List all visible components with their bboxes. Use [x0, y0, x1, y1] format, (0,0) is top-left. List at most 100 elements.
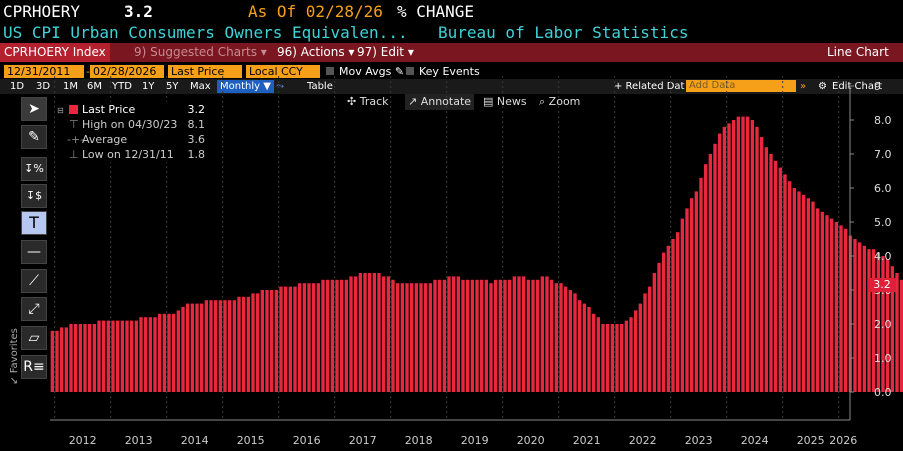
ray-line-icon[interactable]: ⤢	[21, 297, 47, 321]
bar	[181, 307, 185, 392]
bar	[834, 222, 839, 392]
bar	[139, 317, 143, 392]
period-max[interactable]: Max	[190, 81, 211, 92]
bar	[213, 300, 218, 392]
expand-arrows-icon[interactable]: »	[800, 81, 807, 92]
bar	[638, 303, 643, 392]
bar	[484, 279, 489, 392]
bar	[619, 324, 624, 392]
actions-menu[interactable]: 96) Actions ▾	[277, 45, 355, 59]
key-events-toggle[interactable]: Key Events	[406, 65, 480, 78]
legend-minus-icon[interactable]: ⊟	[57, 106, 64, 115]
x-tick-label: 2024	[741, 434, 769, 447]
pencil-icon[interactable]: ✎	[394, 65, 405, 78]
bar	[764, 147, 769, 392]
frequency-select[interactable]: Monthly ▼	[217, 80, 274, 93]
bar	[204, 300, 209, 392]
bar	[316, 283, 321, 392]
dollar-tool-icon[interactable]: ↧$	[21, 184, 47, 208]
legend-last-label: Last Price	[82, 103, 136, 116]
bar	[652, 273, 657, 392]
annotate-label: Annotate	[420, 95, 472, 108]
bar	[241, 296, 246, 392]
bar	[55, 330, 59, 392]
related-data-button[interactable]: + Related Dat	[614, 81, 685, 92]
key-events-checkbox[interactable]	[406, 67, 414, 75]
bar	[349, 276, 353, 392]
track-label: Track	[359, 95, 389, 108]
period-1m[interactable]: 1M	[63, 81, 78, 92]
add-data-input[interactable]: Add Data	[686, 80, 796, 92]
y-tick-label: 5.0	[874, 216, 892, 229]
period-ytd[interactable]: YTD	[112, 81, 132, 92]
annotate-icon: ↗	[408, 95, 418, 108]
bar	[736, 116, 741, 392]
bar	[507, 279, 512, 392]
bar	[661, 252, 666, 392]
text-tool-icon[interactable]: T	[21, 211, 47, 235]
bar	[745, 116, 750, 392]
bar	[115, 320, 120, 392]
zoom-tool[interactable]: ⌕ Zoom	[539, 94, 580, 110]
bar	[73, 324, 78, 392]
bar	[209, 300, 213, 392]
period-5y[interactable]: 5Y	[166, 81, 179, 92]
bar	[615, 324, 619, 392]
legend-low-label: Low on 12/31/11	[82, 148, 174, 161]
x-tick-label: 2021	[573, 434, 601, 447]
track-tool[interactable]: ✣ Track	[347, 94, 389, 110]
bar	[451, 276, 456, 392]
retracement-icon[interactable]: R≡	[21, 355, 47, 379]
bar	[339, 279, 344, 392]
mov-avgs-checkbox[interactable]	[326, 67, 334, 75]
suggested-charts-menu[interactable]: 9) Suggested Charts ▾	[134, 45, 267, 59]
bar	[629, 317, 633, 392]
end-date-input[interactable]: 02/28/2026	[90, 65, 164, 78]
bar	[391, 279, 395, 392]
bar	[540, 276, 545, 392]
favorites-tab[interactable]: ↙ Favorites	[9, 328, 20, 385]
legend-avg-row: -+- Average 3.6	[55, 134, 205, 146]
mov-avgs-toggle[interactable]: Mov Avgs ✎	[326, 65, 404, 78]
annotate-tool[interactable]: ↗ Annotate	[405, 94, 475, 110]
gear-icon[interactable]: ⚙	[818, 81, 827, 92]
legend-last-row[interactable]: ⊟ Last Price 3.2	[55, 104, 205, 116]
chart-type-label[interactable]: Line Chart	[827, 45, 889, 59]
bar	[549, 279, 554, 392]
bar	[143, 317, 148, 392]
index-field[interactable]: CPRHOERY Index	[0, 43, 110, 62]
period-6m[interactable]: 6M	[87, 81, 102, 92]
table-button[interactable]: Table	[307, 81, 333, 92]
legend-swatch	[69, 105, 78, 114]
bar	[372, 273, 377, 392]
line-chart-icon[interactable]: ⤳	[276, 81, 284, 92]
bar	[731, 120, 736, 392]
bar	[755, 126, 759, 393]
ticker-symbol[interactable]: CPRHOERY	[3, 2, 81, 21]
bar	[185, 303, 190, 392]
start-date-input[interactable]: 12/31/2011	[4, 65, 84, 78]
trend-line-icon[interactable]: ⟋	[21, 269, 47, 293]
price-field-select[interactable]: Last Price	[168, 65, 242, 78]
percent-tool-icon[interactable]: ↧%	[21, 157, 47, 181]
bar	[759, 137, 764, 392]
edit-menu[interactable]: 97) Edit ▾	[357, 45, 414, 59]
edit-chart-button[interactable]: Edit Chart	[832, 81, 883, 92]
currency-select[interactable]: Local CCY	[246, 65, 320, 78]
period-3d[interactable]: 3D	[36, 81, 51, 92]
news-tool[interactable]: ▤ News	[483, 94, 527, 110]
select-arrow-icon[interactable]: ➤	[21, 97, 47, 121]
bar	[503, 279, 507, 392]
bar	[423, 283, 428, 392]
channel-icon[interactable]: ▱	[21, 326, 47, 350]
bar	[251, 293, 255, 392]
bar	[120, 320, 125, 392]
bar	[274, 290, 279, 392]
bar	[843, 228, 848, 392]
period-1d[interactable]: 1D	[10, 81, 25, 92]
horizontal-line-icon[interactable]: —	[21, 240, 47, 264]
period-1y[interactable]: 1Y	[142, 81, 155, 92]
crosshair-icon: ✣	[347, 95, 357, 108]
pen-icon[interactable]: ✎	[21, 125, 47, 149]
